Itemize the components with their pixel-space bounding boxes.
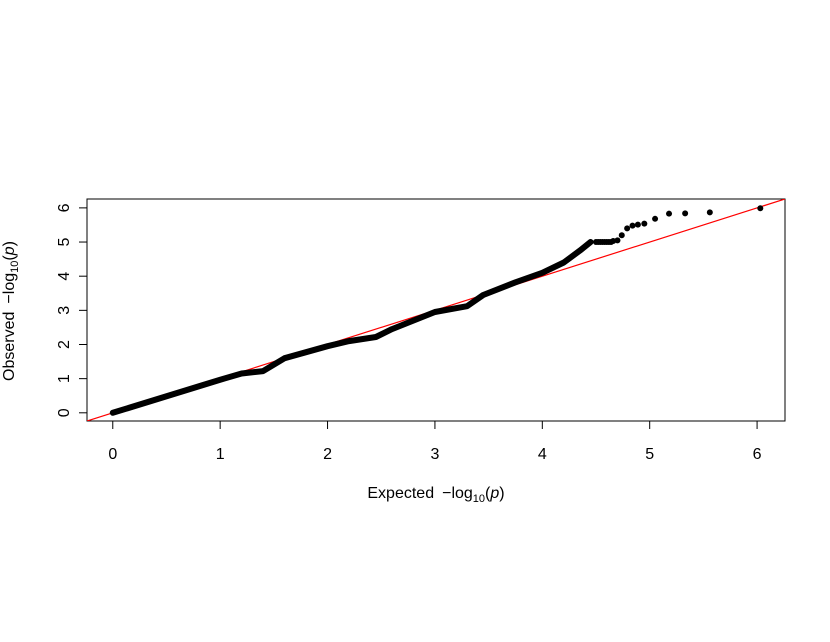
x-tick-label: 0 xyxy=(108,446,117,463)
x-tick-label: 4 xyxy=(538,446,547,463)
y-tick-label: 5 xyxy=(56,237,73,246)
data-point xyxy=(652,215,659,222)
x-tick-label: 3 xyxy=(430,446,439,463)
data-point xyxy=(706,209,713,216)
x-axis-label: Expected −log10(p) xyxy=(367,485,504,505)
data-point xyxy=(629,222,636,229)
y-tick-label: 6 xyxy=(56,203,73,212)
y-axis-label: Observed−log10(p) xyxy=(1,241,21,381)
y-tick-label: 1 xyxy=(56,374,73,383)
x-tick-label: 6 xyxy=(753,446,762,463)
data-point xyxy=(614,237,621,244)
x-tick-label: 1 xyxy=(216,446,225,463)
data-point xyxy=(757,205,764,212)
data-point xyxy=(682,210,689,217)
points-layer xyxy=(109,205,764,416)
x-tick-label: 5 xyxy=(645,446,654,463)
y-tick-label: 3 xyxy=(56,306,73,315)
point-trace xyxy=(109,239,594,416)
data-point xyxy=(624,225,631,232)
data-point xyxy=(666,210,673,217)
y-tick-label: 0 xyxy=(56,408,73,417)
data-point xyxy=(641,220,648,227)
y-tick-label: 2 xyxy=(56,340,73,349)
y-tick-label: 4 xyxy=(56,272,73,281)
x-axis: 0 1 2 3 4 5 6 xyxy=(108,420,762,463)
data-point xyxy=(618,232,625,239)
y-axis: 0 1 2 3 4 5 6 xyxy=(56,203,88,417)
x-tick-label: 2 xyxy=(323,446,332,463)
data-point xyxy=(634,221,641,228)
